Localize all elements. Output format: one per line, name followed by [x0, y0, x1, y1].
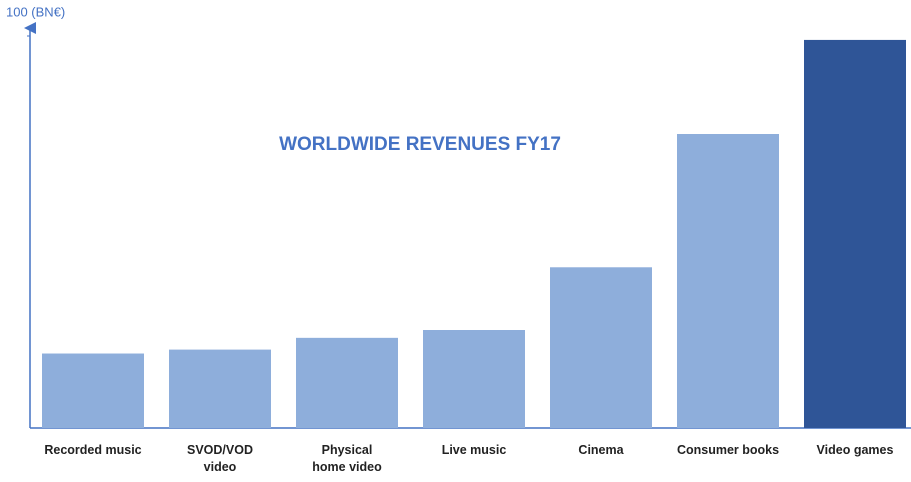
bar [169, 349, 271, 428]
bar [804, 39, 906, 429]
bar [42, 353, 144, 428]
chart-title: WORLDWIDE REVENUES FY17 [279, 134, 561, 155]
x-tick-label: Cinema [578, 443, 624, 457]
bar [423, 330, 525, 428]
y-tick-label: 100 (BN€) [6, 4, 65, 19]
x-tick-label: Consumer books [676, 443, 780, 457]
x-tick-label: Physical home video [312, 443, 382, 474]
x-tick-label: Video games [816, 443, 894, 457]
x-tick-label: SVOD/VOD video [187, 443, 253, 474]
x-tick-label: Recorded music [44, 443, 142, 457]
x-tick-label: Live music [441, 443, 507, 457]
bar [550, 267, 652, 428]
bar [677, 134, 779, 428]
bar [296, 337, 398, 428]
